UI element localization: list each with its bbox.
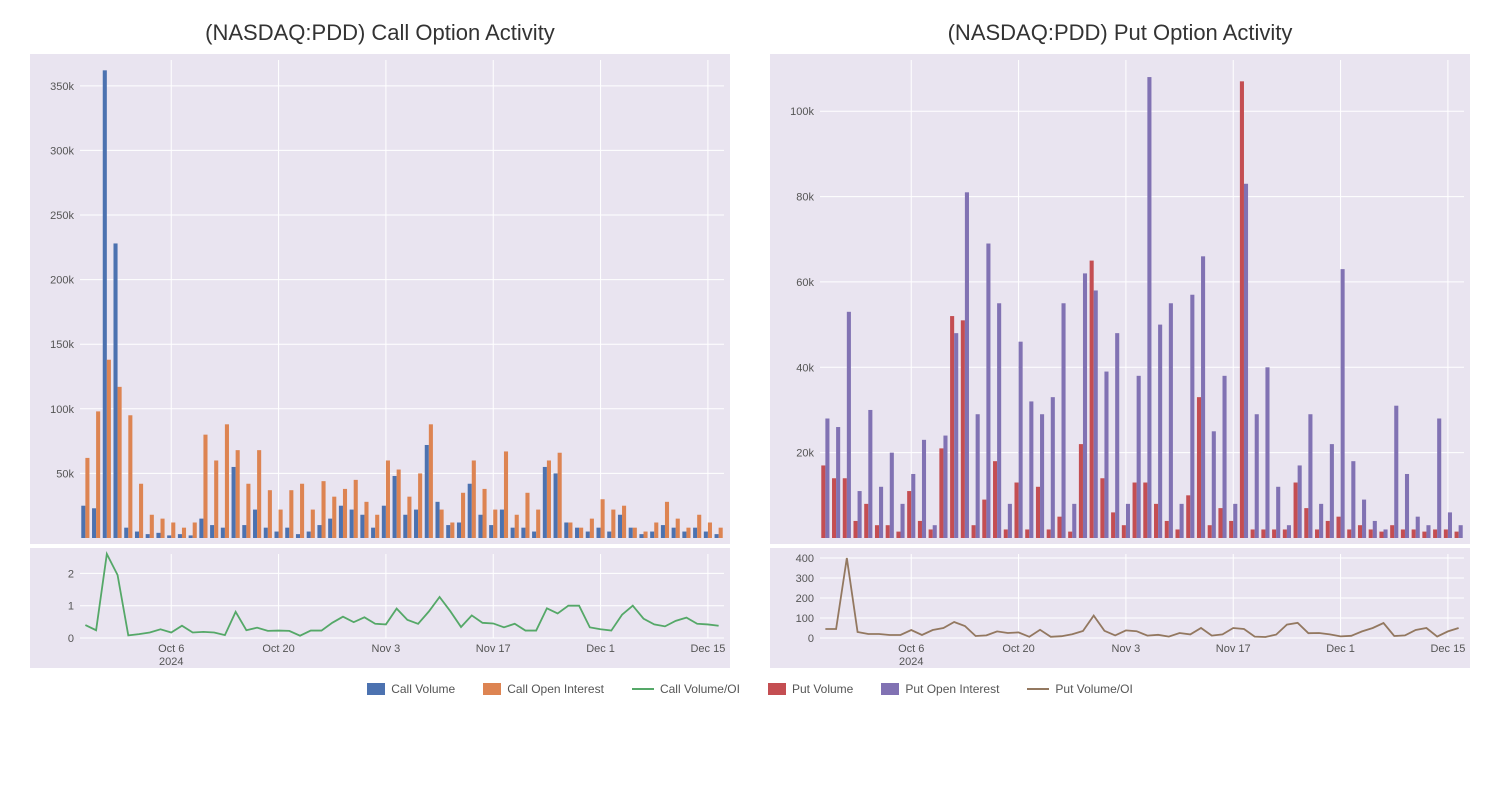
svg-text:250k: 250k [50,210,74,222]
svg-text:100k: 100k [790,106,814,118]
svg-text:200k: 200k [50,275,74,287]
svg-text:20k: 20k [796,448,814,460]
svg-text:0: 0 [68,633,74,645]
call-sub-plot: 0 1 2 Oct 6 Oct 20 Nov 3 Nov 17 Dec 1 Dec 15 2024 [30,548,730,668]
svg-text:Dec 1: Dec 1 [586,643,615,655]
legend-item: Call Volume [367,682,455,696]
svg-text:Oct 6: Oct 6 [158,643,184,655]
call-main-plot: 50k 100k 150k 200k 250k 300k 350k [30,54,730,544]
svg-text:200: 200 [796,593,814,605]
legend-item: Put Volume/OI [1027,682,1132,696]
legend-label: Call Volume [391,682,455,696]
svg-text:Nov 3: Nov 3 [1112,643,1141,655]
legend-item: Put Volume [768,682,853,696]
svg-text:150k: 150k [50,339,74,351]
svg-text:2024: 2024 [159,656,183,668]
legend-swatch [768,683,786,695]
svg-text:0: 0 [808,633,814,645]
put-title: (NASDAQ:PDD) Put Option Activity [770,20,1470,46]
svg-text:Oct 6: Oct 6 [898,643,924,655]
svg-text:Nov 17: Nov 17 [476,643,511,655]
svg-text:50k: 50k [56,468,74,480]
svg-text:400: 400 [796,553,814,565]
legend-swatch [483,683,501,695]
legend-label: Put Volume [792,682,853,696]
svg-text:Oct 20: Oct 20 [1002,643,1034,655]
svg-text:350k: 350k [50,81,74,93]
legend-swatch [1027,688,1049,690]
svg-text:100: 100 [796,613,814,625]
svg-text:2: 2 [68,568,74,580]
svg-text:Dec 1: Dec 1 [1326,643,1355,655]
svg-text:300k: 300k [50,145,74,157]
legend-label: Call Volume/OI [660,682,740,696]
svg-text:300: 300 [796,573,814,585]
svg-text:100k: 100k [50,404,74,416]
legend-item: Call Open Interest [483,682,604,696]
legend: Call Volume Call Open Interest Call Volume… [20,682,1480,696]
svg-text:Dec 15: Dec 15 [1430,643,1465,655]
call-title: (NASDAQ:PDD) Call Option Activity [30,20,730,46]
svg-text:Dec 15: Dec 15 [690,643,725,655]
svg-text:Nov 17: Nov 17 [1216,643,1251,655]
svg-text:1: 1 [68,601,74,613]
put-main-plot: 20k 40k 60k 80k 100k [770,54,1470,544]
svg-text:40k: 40k [796,362,814,374]
legend-swatch [367,683,385,695]
legend-item: Put Open Interest [881,682,999,696]
svg-text:Nov 3: Nov 3 [372,643,401,655]
dashboard: (NASDAQ:PDD) Call Option Activity 50k100… [20,20,1480,668]
legend-label: Put Open Interest [905,682,999,696]
svg-text:Oct 20: Oct 20 [262,643,294,655]
legend-label: Call Open Interest [507,682,604,696]
legend-swatch [881,683,899,695]
svg-text:80k: 80k [796,192,814,204]
legend-label: Put Volume/OI [1055,682,1132,696]
svg-text:60k: 60k [796,277,814,289]
legend-swatch [632,688,654,690]
put-panel: (NASDAQ:PDD) Put Option Activity 20k 40k 6… [770,20,1470,668]
put-sub-plot: 0 100 200 300 400 Oct 6 Oct 20 Nov 3 Nov 17 Dec 1… [770,548,1470,668]
svg-text:2024: 2024 [899,656,923,668]
legend-item: Call Volume/OI [632,682,740,696]
call-panel: (NASDAQ:PDD) Call Option Activity 50k100… [30,20,730,668]
